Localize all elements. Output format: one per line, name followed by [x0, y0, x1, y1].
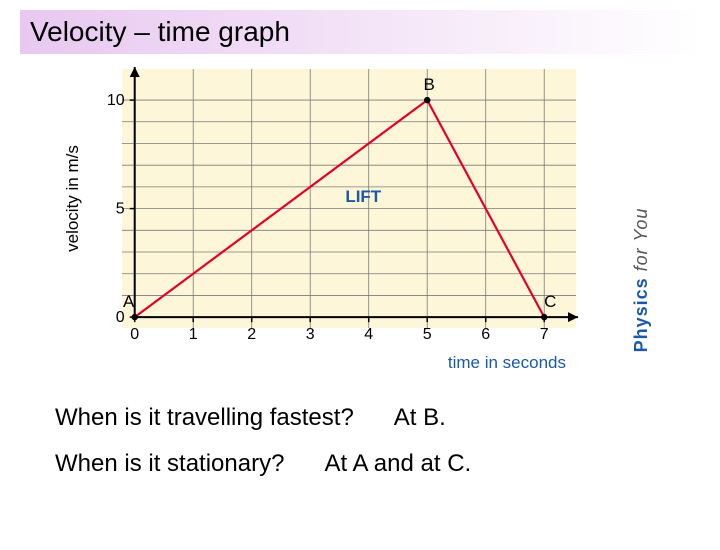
chart-svg: 0 1 2 3 4 5 6 7 0 5 10 time in seconds velocity in m…: [60, 59, 600, 374]
svg-text:4: 4: [364, 326, 373, 343]
svg-text:5: 5: [116, 201, 125, 218]
svg-text:7: 7: [540, 326, 549, 343]
logo-part-b: for You: [631, 208, 651, 278]
title-text: Velocity – time graph: [30, 16, 290, 47]
svg-text:C: C: [544, 292, 556, 311]
svg-text:B: B: [424, 75, 435, 94]
svg-text:6: 6: [481, 326, 490, 343]
svg-text:2: 2: [247, 326, 256, 343]
question-2-row: When is it stationary? At A and at C.: [55, 450, 670, 478]
logo-part-a: Physics: [631, 277, 651, 352]
svg-text:3: 3: [306, 326, 315, 343]
question-2-text: When is it stationary?: [55, 450, 284, 478]
svg-text:time in seconds: time in seconds: [448, 353, 566, 372]
questions-block: When is it travelling fastest? At B. Whe…: [55, 404, 670, 478]
svg-text:LIFT: LIFT: [345, 187, 381, 206]
svg-text:5: 5: [423, 326, 432, 343]
answer-2-text: At A and at C.: [324, 450, 471, 478]
velocity-time-chart: 0 1 2 3 4 5 6 7 0 5 10 time in seconds velocity in m…: [60, 59, 600, 379]
svg-text:1: 1: [189, 326, 198, 343]
question-1-text: When is it travelling fastest?: [55, 404, 354, 432]
svg-text:0: 0: [130, 326, 139, 343]
svg-text:10: 10: [107, 92, 125, 109]
question-1-row: When is it travelling fastest? At B.: [55, 404, 670, 432]
svg-text:velocity in m/s: velocity in m/s: [63, 145, 82, 252]
svg-text:A: A: [123, 292, 135, 311]
physics-for-you-logo: Physics for You: [631, 208, 652, 353]
svg-text:0: 0: [116, 309, 125, 326]
answer-1-text: At B.: [394, 404, 446, 432]
page-title: Velocity – time graph: [20, 10, 700, 54]
